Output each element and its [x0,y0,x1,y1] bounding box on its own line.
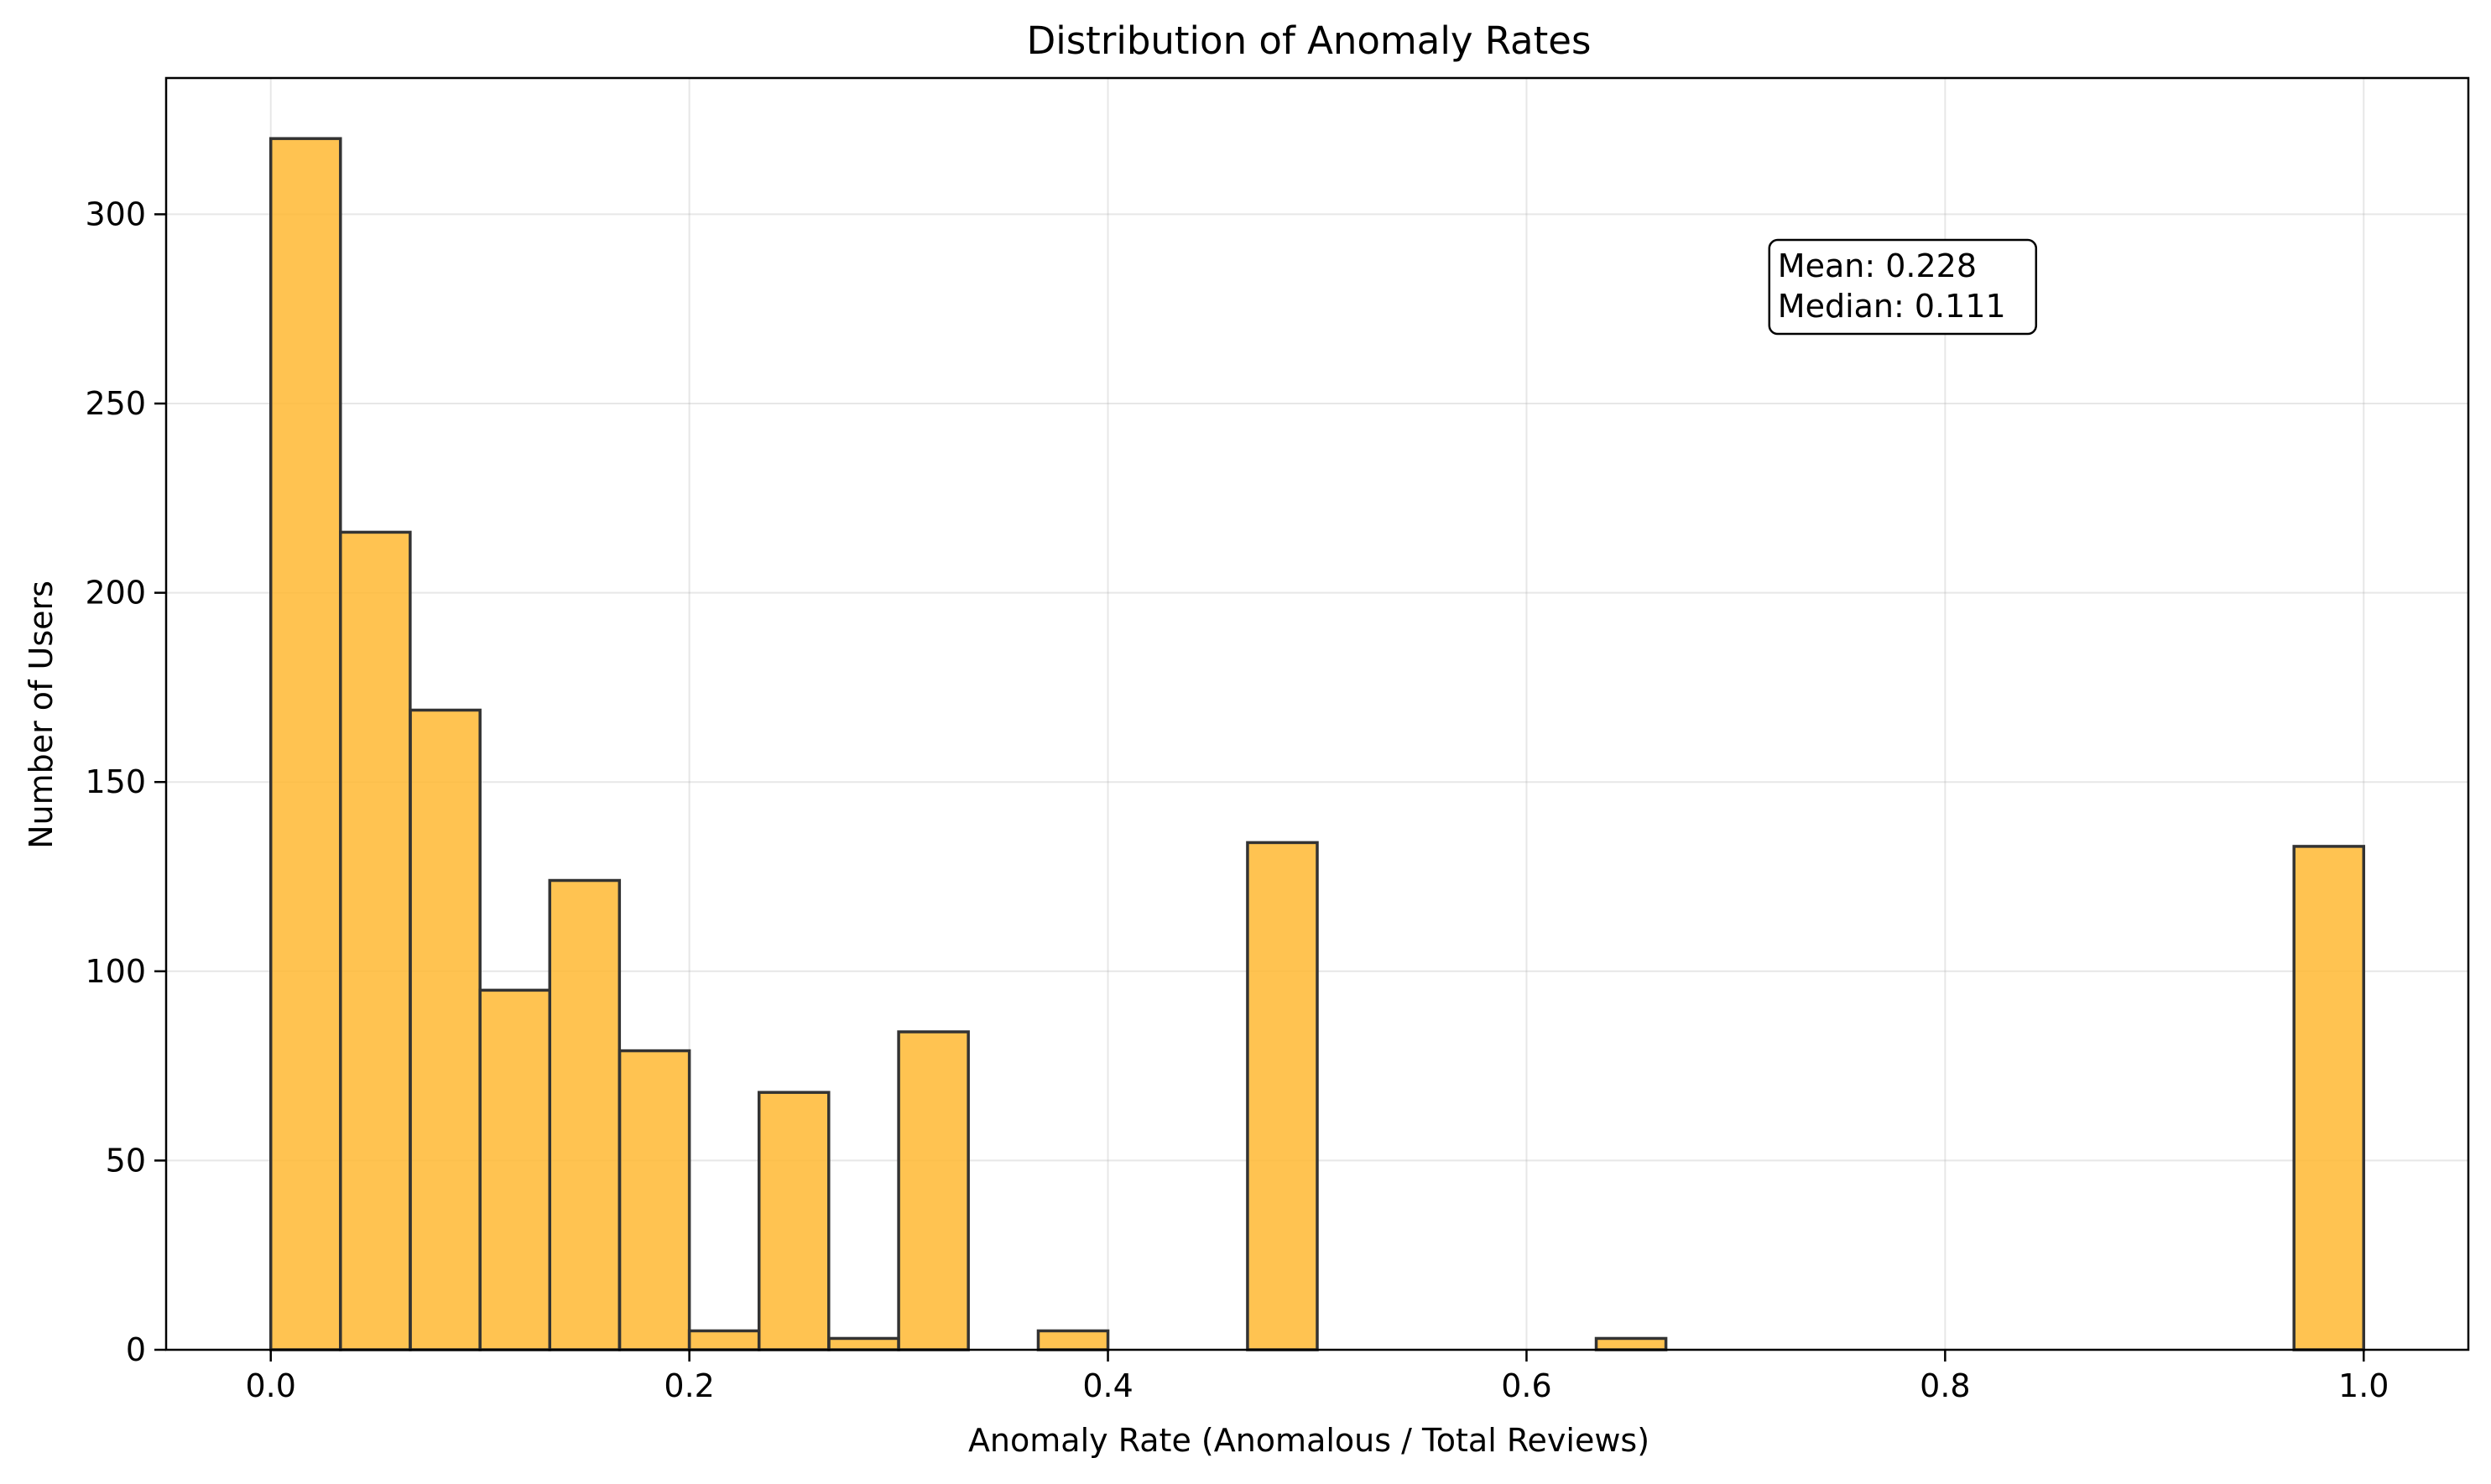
x-tick-label: 1.0 [2338,1367,2389,1404]
histogram-bar [2292,845,2366,1351]
x-tick-label: 0.4 [1082,1367,1133,1404]
chart-title: Distribution of Anomaly Rates [1027,18,1592,63]
y-tick-label: 0 [126,1331,146,1368]
x-tick-label: 0.8 [1920,1367,1970,1404]
y-tick-label: 250 [85,385,146,422]
x-tick-label: 0.2 [664,1367,714,1404]
x-tick-label: 0.0 [246,1367,296,1404]
y-tick-label: 150 [85,763,146,800]
histogram-bar [1594,1336,1668,1351]
axes [164,76,2470,1351]
histogram-bar [897,1030,970,1351]
axes-frame [164,76,2470,1351]
histogram-bar [618,1049,691,1351]
y-tick-label: 300 [85,195,146,232]
histogram-bar [478,988,552,1351]
mean-annotation: Mean: 0.228 [1778,247,1977,284]
histogram-bars [268,137,2366,1351]
histogram-bar [1036,1329,1110,1351]
x-tick-label: 0.6 [1501,1367,1551,1404]
histogram-bar [827,1336,900,1351]
histogram-bar [1246,841,1319,1351]
histogram-bar [339,530,412,1351]
y-tick-label: 200 [85,575,146,612]
y-tick-label: 100 [85,953,146,990]
histogram-bar [409,708,482,1351]
x-axis-label: Anomaly Rate (Anomalous / Total Reviews) [968,1422,1649,1459]
histogram-bar [548,878,622,1351]
stats-annotation: Mean: 0.228 Median: 0.111 [1768,238,2038,336]
stats-annotation-box [1768,238,2038,336]
histogram-bar [268,137,342,1351]
histogram-bar [687,1329,761,1351]
y-tick-label: 50 [106,1142,146,1179]
histogram-bar [757,1091,831,1351]
plot-area: 0.0 0.2 0.4 0.6 0.8 1.0 0 50 100 150 200 250 300 Me… [85,76,2470,1404]
median-annotation: Median: 0.111 [1778,288,2006,325]
x-axis-ticks: 0.0 0.2 0.4 0.6 0.8 1.0 [246,1350,2389,1404]
y-axis-ticks: 0 50 100 150 200 250 300 [85,195,166,1368]
y-axis-label: Number of Users [23,581,60,849]
